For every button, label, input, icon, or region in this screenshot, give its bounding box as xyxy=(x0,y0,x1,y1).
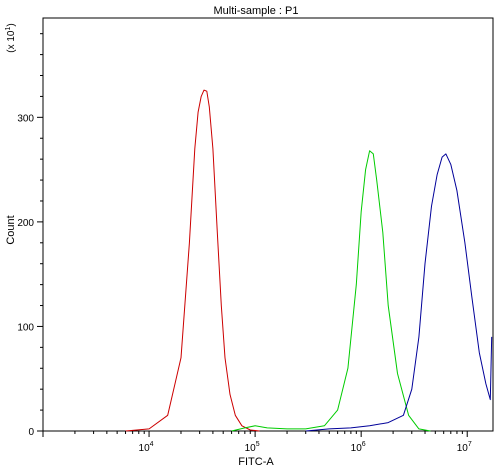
plot-frame xyxy=(42,17,494,432)
histogram-series-2 xyxy=(231,150,431,432)
histogram-series-3 xyxy=(305,153,493,432)
histogram-series-1 xyxy=(125,89,260,432)
plot-border xyxy=(42,17,494,432)
y-multiplier-label: (x 101) xyxy=(5,23,17,52)
y-tick-label: 100 xyxy=(17,322,34,333)
y-tick-label: 300 xyxy=(17,113,34,124)
x-tick-label: 104 xyxy=(139,441,154,454)
y-axis-label: Count xyxy=(5,215,17,244)
x-tick-label: 107 xyxy=(457,441,472,454)
y-tick-label: 0 xyxy=(28,427,34,438)
x-axis-ticks: 104 105 106 107 xyxy=(42,431,472,454)
series-layer xyxy=(125,89,493,432)
x-axis-label: FITC-A xyxy=(238,456,274,468)
x-tick-label: 105 xyxy=(245,441,260,454)
chart-title: Multi-sample : P1 xyxy=(214,5,299,17)
y-tick-label: 200 xyxy=(17,218,34,229)
x-tick-label: 106 xyxy=(351,441,366,454)
y-axis-ticks: 0 100 200 300 xyxy=(17,33,43,438)
